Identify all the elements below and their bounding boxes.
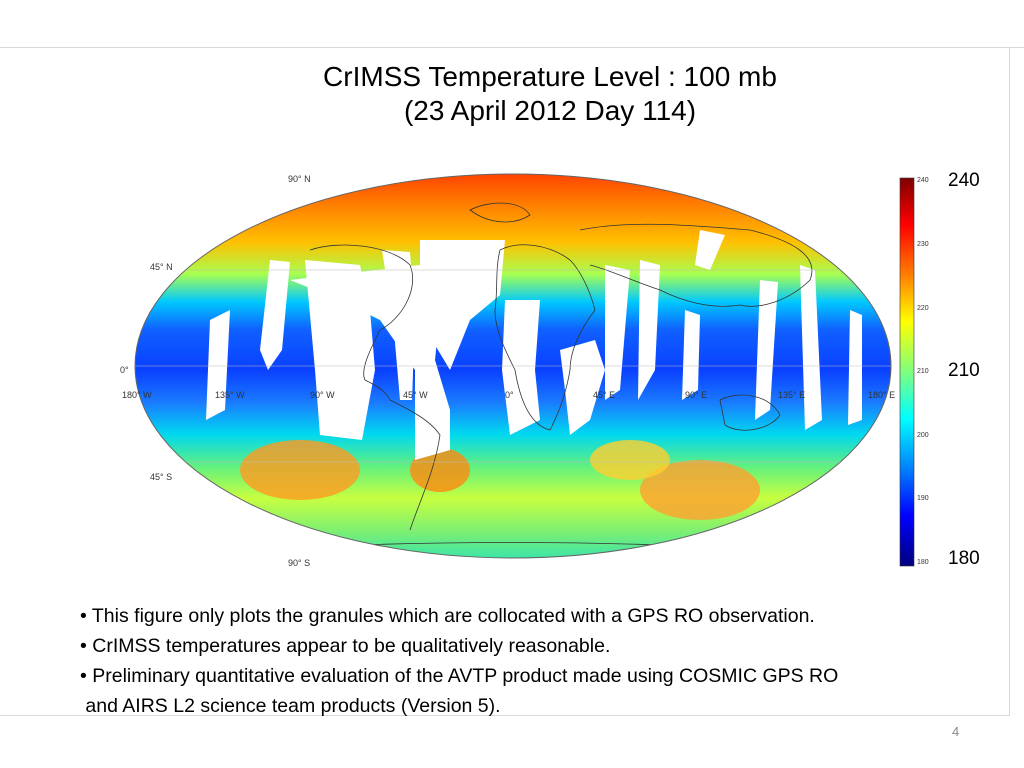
temperature-map-figure: 90° N 45° N 0° 45° S 90° S 180° W 135° W… xyxy=(120,173,929,568)
lon-label-135e: 135° E xyxy=(778,390,805,400)
colorbar-tick-240: 240 xyxy=(917,177,929,184)
colorbar-tick-180: 180 xyxy=(917,559,929,566)
slide-right-rule xyxy=(1009,47,1010,715)
bullet-item: • This figure only plots the granules wh… xyxy=(80,605,815,627)
bullet-item: • CrIMSS temperatures appear to be quali… xyxy=(80,635,611,657)
data-gap xyxy=(420,240,505,370)
title-line-2: (23 April 2012 Day 114) xyxy=(403,95,697,126)
lon-label-135w: 135° W xyxy=(215,390,245,400)
slide-title: CrIMSS Temperature Level : 100 mb (23 Ap… xyxy=(0,60,1024,128)
warm-anomaly xyxy=(240,440,360,500)
data-gap xyxy=(502,300,540,435)
colorbar xyxy=(899,177,915,567)
data-gap xyxy=(638,260,660,400)
data-gap xyxy=(695,230,725,270)
colorbar-tick-200: 200 xyxy=(917,432,929,439)
bullet-item-continuation: and AIRS L2 science team products (Versi… xyxy=(80,695,501,717)
colorbar-tick-190: 190 xyxy=(917,495,929,502)
data-gap xyxy=(260,260,290,370)
lon-label-90w: 90° W xyxy=(310,390,335,400)
data-gap xyxy=(682,310,700,400)
data-gap xyxy=(800,265,822,430)
lon-label-90e: 90° E xyxy=(685,390,707,400)
bullet-item: • Preliminary quantitative evaluation of… xyxy=(80,665,839,687)
lat-label-90n: 90° N xyxy=(288,174,311,184)
lat-label-90s: 90° S xyxy=(288,558,310,568)
data-gap xyxy=(755,280,778,420)
lon-label-0: 0° xyxy=(505,390,514,400)
warm-anomaly xyxy=(410,448,470,492)
lon-label-45w: 45° W xyxy=(403,390,428,400)
lon-label-180e: 180° E xyxy=(868,390,895,400)
bullet-list: • This figure only plots the granules wh… xyxy=(80,601,1010,721)
colorbar-tick-230: 230 xyxy=(917,241,929,248)
colorbar-mid-label: 210 xyxy=(948,360,980,381)
data-gap xyxy=(206,310,230,420)
colorbar-max-label: 240 xyxy=(948,170,980,191)
data-gap xyxy=(560,340,605,435)
lat-label-45s: 45° S xyxy=(150,472,172,482)
colorbar-min-label: 180 xyxy=(948,548,980,569)
data-gap xyxy=(848,310,862,425)
slide-bottom-rule xyxy=(0,715,1010,716)
colorbar-tick-210: 210 xyxy=(917,368,929,375)
lat-label-45n: 45° N xyxy=(150,262,173,272)
slide-top-rule xyxy=(0,47,1024,48)
warm-anomaly xyxy=(590,440,670,480)
lon-label-45e: 45° E xyxy=(593,390,615,400)
lon-label-180w: 180° W xyxy=(122,390,152,400)
lat-label-0: 0° xyxy=(120,365,129,375)
title-line-1: CrIMSS Temperature Level : 100 mb xyxy=(323,61,777,92)
graticule xyxy=(135,269,891,463)
colorbar-tick-220: 220 xyxy=(917,305,929,312)
page-number: 4 xyxy=(952,724,960,739)
warm-anomaly xyxy=(640,460,760,520)
